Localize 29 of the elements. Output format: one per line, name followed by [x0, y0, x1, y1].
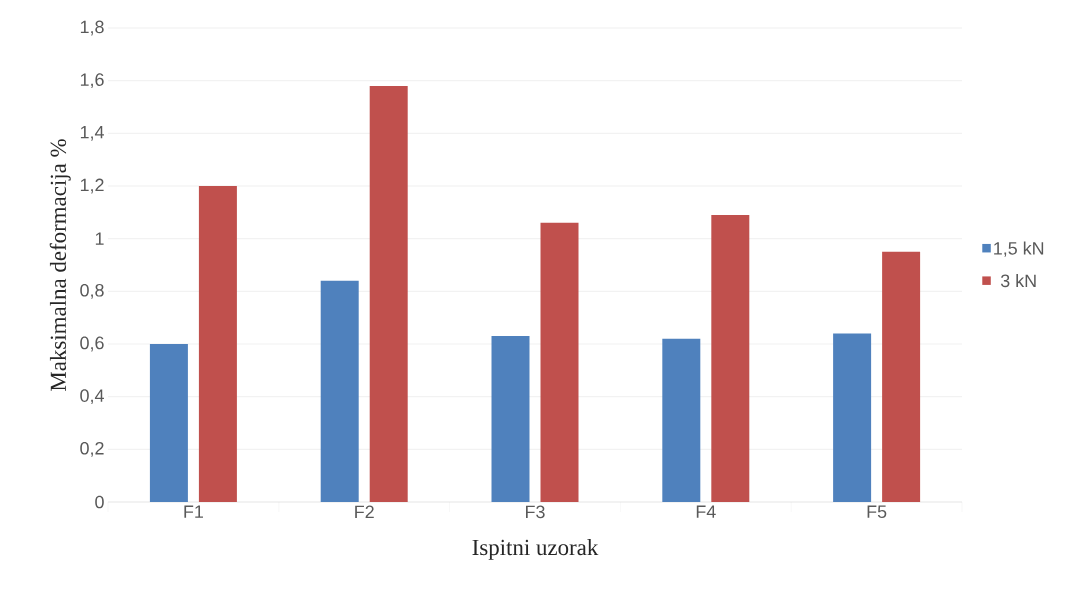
- x-axis-title: Ispitni uzorak: [472, 539, 599, 560]
- y-tick-label: 1,2: [80, 178, 104, 194]
- bar: [540, 222, 579, 502]
- y-tick-label: 0,6: [80, 336, 104, 352]
- y-tick-label: 0,4: [80, 389, 104, 405]
- y-tick-label: 0: [95, 495, 104, 509]
- legend-label: 3 kN: [1000, 273, 1036, 288]
- bar: [369, 85, 408, 502]
- bar: [320, 280, 359, 502]
- bar: [149, 344, 188, 502]
- y-tick-label: 1,4: [80, 126, 104, 141]
- y-tick-label: 1,8: [80, 20, 104, 36]
- bar: [662, 338, 701, 502]
- x-tick-label: F3: [526, 505, 545, 519]
- x-tick-label: F4: [696, 505, 716, 518]
- x-tick-label: F1: [184, 505, 203, 518]
- x-tick-label: F2: [355, 505, 374, 519]
- bar: [491, 336, 530, 502]
- legend-label: 1,5 kN: [994, 241, 1044, 257]
- y-tick-label: 1,6: [80, 73, 104, 89]
- y-tick-label: 0,2: [80, 441, 104, 457]
- bar: [711, 214, 750, 502]
- y-axis-title: Maksimalna deformacija %: [49, 139, 71, 391]
- bar: [833, 333, 872, 502]
- y-tick-label: 0,8: [80, 283, 104, 299]
- bar: [882, 251, 921, 502]
- bar: [198, 186, 237, 502]
- y-tick-label: 1: [95, 232, 104, 245]
- x-tick-label: F5: [867, 505, 887, 519]
